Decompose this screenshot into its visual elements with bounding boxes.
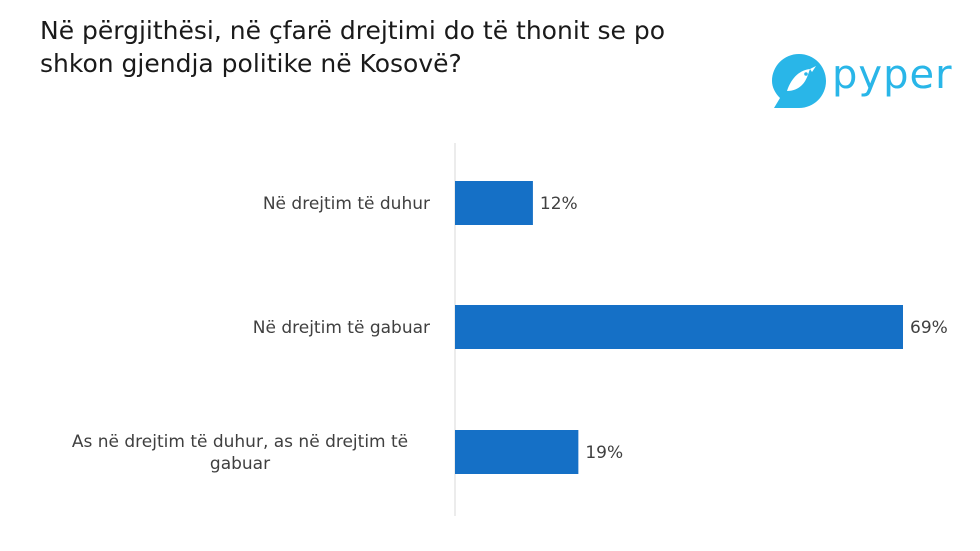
- value-label-3: 19%: [585, 443, 623, 463]
- bar-1: [455, 181, 533, 225]
- bars-group: 12% Në drejtim të duhur 69% Në drejtim të g…: [72, 181, 948, 474]
- category-label-3: As në drejtim të duhur, as në drejtim të…: [72, 432, 408, 474]
- bar-2: [455, 305, 903, 349]
- value-label-2: 69%: [910, 318, 948, 338]
- category-label-1: Në drejtim të duhur: [263, 194, 430, 214]
- logo-text: pyper: [832, 52, 953, 98]
- bar-3: [455, 430, 579, 474]
- category-label-2: Në drejtim të gabuar: [253, 318, 430, 338]
- pyper-logo: pyper: [768, 50, 958, 112]
- chart-title: Në përgjithësi, në çfarë drejtimi do të …: [40, 16, 666, 78]
- value-label-1: 12%: [540, 194, 578, 214]
- bird-icon: [772, 54, 826, 108]
